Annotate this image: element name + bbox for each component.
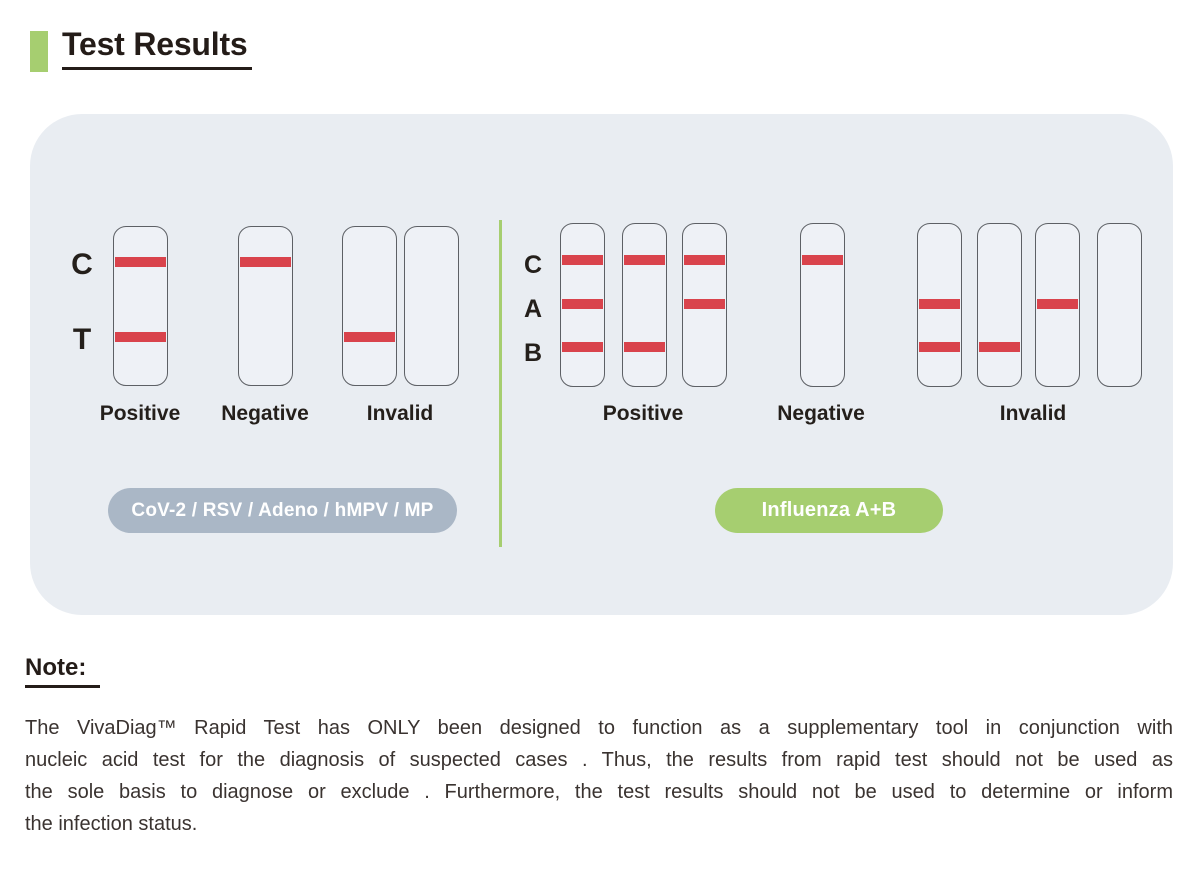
c-test-line — [802, 255, 843, 265]
b-test-line — [979, 342, 1020, 352]
c-test-line — [562, 255, 603, 265]
cab-row-label-c: C — [523, 251, 543, 279]
c-test-line — [240, 257, 291, 267]
test-strip — [560, 223, 605, 387]
ct-result-negative: Negative — [221, 402, 309, 425]
test-strip — [342, 226, 397, 386]
note-line: nucleic acid test for the diagnosis of s… — [25, 749, 1173, 771]
test-strip — [404, 226, 459, 386]
green-accent-bar — [30, 31, 48, 72]
test-strip — [917, 223, 962, 387]
test-strip — [113, 226, 168, 386]
cab-row-label-b: B — [523, 339, 543, 367]
panel-badge-influenza: Influenza A+B — [715, 488, 943, 533]
a-test-line — [1037, 299, 1078, 309]
cab-row-label-a: A — [523, 295, 543, 323]
test-strip — [800, 223, 845, 387]
b-test-line — [919, 342, 960, 352]
cab-strips-group — [560, 223, 1142, 387]
c-test-line — [115, 257, 166, 267]
test-strip — [238, 226, 293, 386]
t-test-line — [115, 332, 166, 342]
note-heading: Note: — [25, 654, 101, 688]
c-test-line — [624, 255, 665, 265]
ct-result-positive: Positive — [99, 402, 181, 425]
test-strip — [977, 223, 1022, 387]
vertical-divider — [499, 220, 502, 547]
note-body: The VivaDiag™ Rapid Test has ONLY been d… — [25, 712, 1173, 840]
panel-badge-respiratory: CoV-2 / RSV / Adeno / hMPV / MP — [108, 488, 457, 533]
c-test-line — [684, 255, 725, 265]
t-test-line — [344, 332, 395, 342]
ct-result-invalid: Invalid — [366, 402, 434, 425]
test-strip — [1097, 223, 1142, 387]
a-test-line — [919, 299, 960, 309]
cab-result-invalid: Invalid — [999, 402, 1067, 425]
note-line: the infection status. — [25, 813, 198, 835]
ct-row-label-t: T — [72, 323, 92, 356]
note-line: the sole basis to diagnose or exclude . … — [25, 781, 1173, 803]
a-test-line — [562, 299, 603, 309]
b-test-line — [624, 342, 665, 352]
test-strip — [682, 223, 727, 387]
b-test-line — [562, 342, 603, 352]
ct-strips-group — [113, 226, 463, 386]
test-strip — [622, 223, 667, 387]
ct-row-label-c: C — [71, 248, 93, 281]
a-test-line — [684, 299, 725, 309]
test-strip — [1035, 223, 1080, 387]
results-panel: C T Positive Negative Invalid CoV-2 / RS… — [30, 114, 1173, 615]
page-title: Test Results — [62, 26, 252, 70]
cab-result-negative: Negative — [777, 402, 865, 425]
note-line: The VivaDiag™ Rapid Test has ONLY been d… — [25, 717, 1173, 739]
cab-result-positive: Positive — [602, 402, 684, 425]
